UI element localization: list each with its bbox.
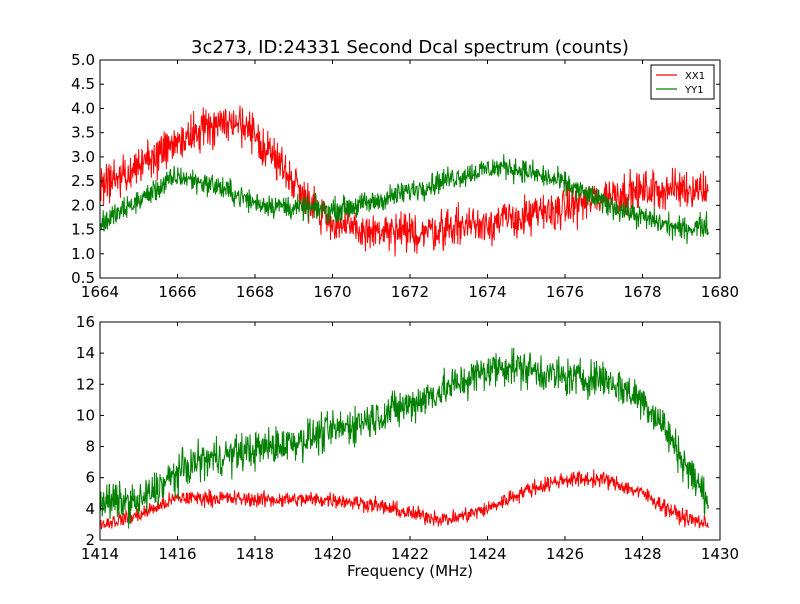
y-tick-label: 1.5 [71, 221, 95, 239]
x-tick-label: 1422 [391, 545, 429, 563]
y-tick-label: 12 [76, 375, 95, 393]
x-tick-label: 1672 [391, 283, 429, 301]
legend-label-xx1: XX1 [685, 71, 705, 82]
x-axis-label: Frequency (MHz) [347, 562, 473, 580]
x-tick-label: 1668 [236, 283, 274, 301]
x-tick-label: 1426 [546, 545, 584, 563]
y-tick-label: 2.0 [71, 196, 95, 214]
x-tick-label: 1414 [81, 545, 119, 563]
y-tick-label: 4 [85, 500, 95, 518]
x-tick-label: 1424 [468, 545, 506, 563]
y-tick-label: 8 [85, 438, 95, 456]
x-tick-label: 1670 [313, 283, 351, 301]
x-tick-label: 1680 [701, 283, 739, 301]
legend-label-yy1: YY1 [684, 85, 704, 96]
x-tick-label: 1416 [158, 545, 196, 563]
x-tick-label: 1678 [623, 283, 661, 301]
y-tick-label: 1.0 [71, 245, 95, 263]
top-panel: 1664 1666 1668 1670 1672 1674 1676 1678 1680 0.5 1… [71, 51, 739, 301]
legend-box [650, 64, 715, 100]
y-tick-label: 4.0 [71, 99, 95, 117]
y-tick-label: 0.5 [71, 269, 95, 287]
y-tick-label: 14 [76, 344, 95, 362]
y-tick-label: 3.0 [71, 148, 95, 166]
x-tick-label: 1676 [546, 283, 584, 301]
y-tick-label: 2.5 [71, 172, 95, 190]
y-tick-label: 3.5 [71, 124, 95, 142]
y-tick-label: 10 [76, 406, 95, 424]
y-tick-label: 6 [85, 469, 95, 487]
y-tick-label: 5.0 [71, 51, 95, 69]
x-tick-label: 1428 [623, 545, 661, 563]
series-line-yy1 [100, 347, 709, 529]
x-tick-label: 1420 [313, 545, 351, 563]
bottom-panel: 1414 1416 1418 1420 1422 1424 1426 1428 14302468… [76, 313, 739, 580]
x-tick-label: 1430 [701, 545, 739, 563]
y-tick-label: 4.5 [71, 75, 95, 93]
x-tick-label: 1674 [468, 283, 506, 301]
x-tick-label: 1418 [236, 545, 274, 563]
series-line-xx1 [100, 105, 709, 257]
y-tick-label: 2 [85, 531, 95, 549]
x-tick-label: 1664 [81, 283, 119, 301]
chart-title: 3c273, ID:24331 Second Dcal spectrum (co… [191, 37, 629, 58]
x-tick-label: 1666 [158, 283, 196, 301]
y-tick-label: 16 [76, 313, 95, 331]
series-line-xx1 [100, 469, 709, 530]
series-line-yy1 [100, 154, 709, 245]
